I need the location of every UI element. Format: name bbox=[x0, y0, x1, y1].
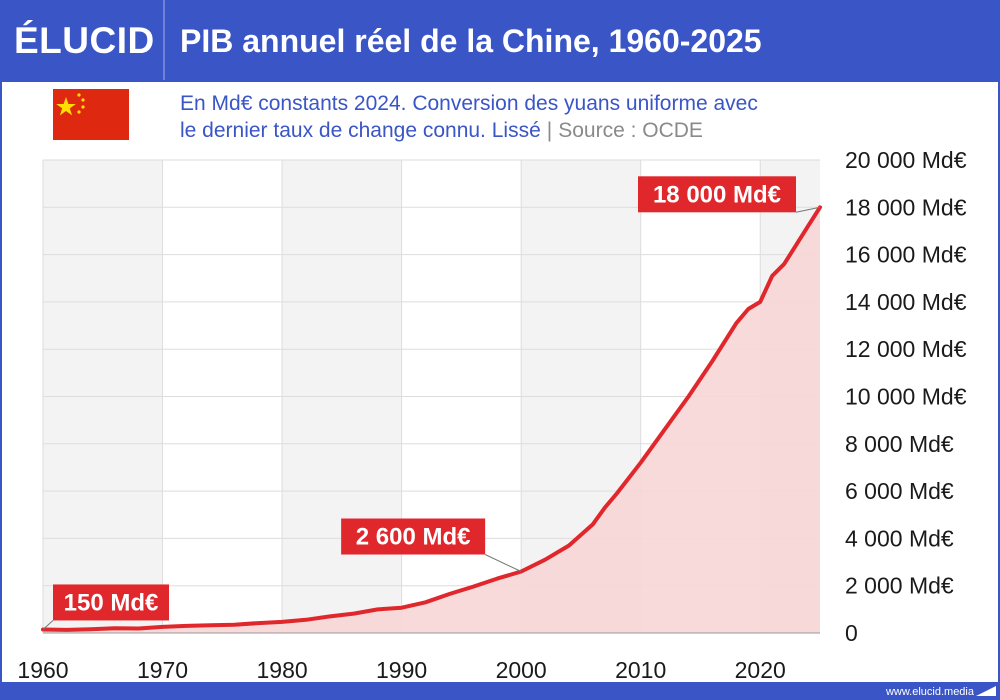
footer-logo-icon bbox=[976, 686, 996, 696]
x-tick-label: 2020 bbox=[735, 657, 786, 683]
annotation-leader bbox=[42, 620, 54, 630]
annotation-label: 18 000 Md€ bbox=[653, 181, 781, 208]
series-line bbox=[41, 205, 822, 632]
annotation-label: 150 Md€ bbox=[64, 589, 159, 616]
x-tick-label: 1960 bbox=[17, 657, 68, 683]
page-title: PIB annuel réel de la Chine, 1960-2025 bbox=[180, 23, 762, 59]
series-area bbox=[43, 207, 820, 634]
subtitle-separator: | bbox=[546, 119, 553, 142]
y-tick-label: 8 000 Md€ bbox=[845, 431, 954, 457]
y-tick-label: 18 000 Md€ bbox=[845, 194, 967, 220]
x-tick-label: 2010 bbox=[615, 657, 666, 683]
subtitle-line-2: le dernier taux de change connu. Lissé bbox=[180, 119, 541, 142]
annotation-label: 2 600 Md€ bbox=[356, 524, 471, 551]
annotation-box bbox=[341, 518, 486, 555]
footer-url[interactable]: www.elucid.media bbox=[885, 686, 974, 698]
x-tick-label: 1970 bbox=[137, 657, 188, 683]
header-divider bbox=[163, 0, 165, 80]
china-flag-icon bbox=[53, 89, 129, 140]
y-tick-label: 14 000 Md€ bbox=[845, 289, 967, 315]
annotation-box bbox=[53, 584, 169, 621]
annotation-leader bbox=[795, 206, 821, 213]
y-tick-label: 16 000 Md€ bbox=[845, 242, 967, 268]
y-tick-label: 4 000 Md€ bbox=[845, 525, 954, 551]
subtitle-line-1: En Md€ constants 2024. Conversion des yu… bbox=[180, 92, 758, 115]
x-tick-label: 2000 bbox=[496, 657, 547, 683]
y-tick-label: 12 000 Md€ bbox=[845, 336, 967, 362]
annotation-box bbox=[638, 176, 796, 213]
y-tick-label: 20 000 Md€ bbox=[845, 147, 967, 173]
brand-logo[interactable]: ÉLUCID bbox=[14, 20, 155, 61]
header-bar: ÉLUCID PIB annuel réel de la Chine, 1960… bbox=[0, 0, 1000, 80]
x-tick-label: 1990 bbox=[376, 657, 427, 683]
chart-subtitle: En Md€ constants 2024. Conversion des yu… bbox=[180, 90, 900, 144]
x-tick-label: 1980 bbox=[256, 657, 307, 683]
source-note: Source : OCDE bbox=[558, 119, 703, 142]
y-tick-label: 6 000 Md€ bbox=[845, 478, 954, 504]
y-tick-label: 10 000 Md€ bbox=[845, 384, 967, 410]
y-tick-label: 2 000 Md€ bbox=[845, 573, 954, 599]
annotation-leader bbox=[484, 554, 522, 572]
y-tick-label: 0 bbox=[845, 620, 858, 646]
